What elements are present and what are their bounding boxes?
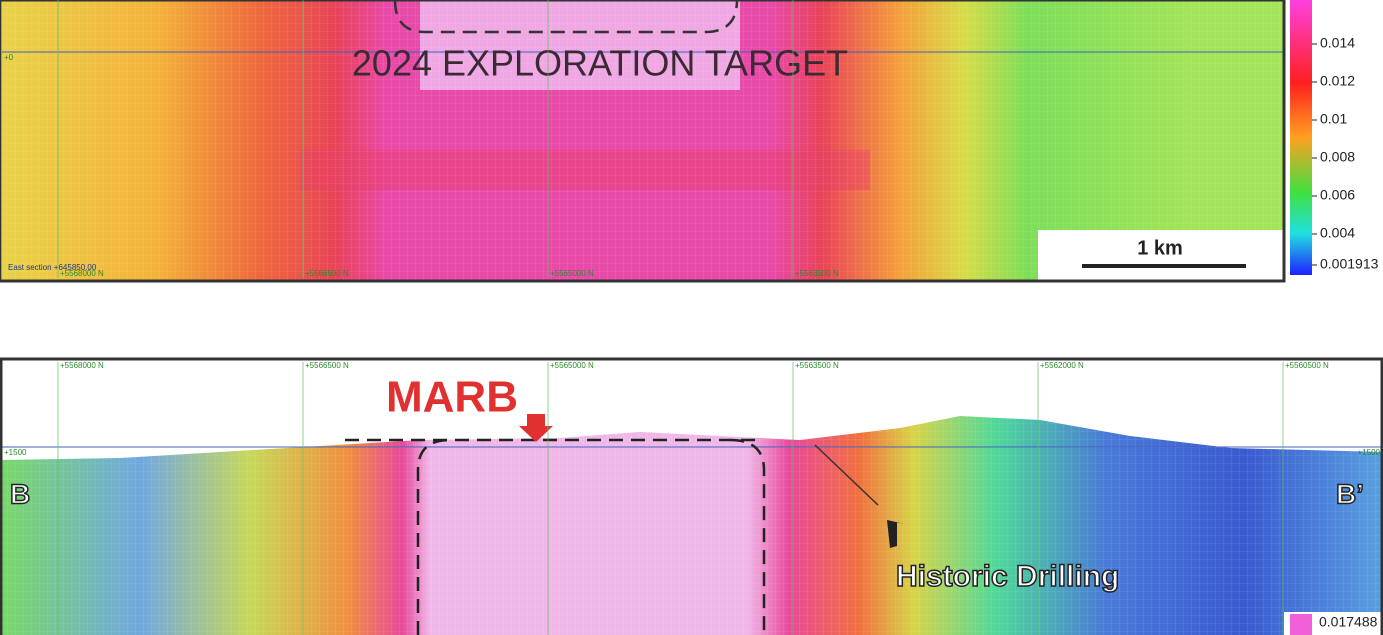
left-label: B <box>10 478 30 509</box>
scale-bar <box>1082 264 1246 268</box>
colorbar <box>1290 0 1312 275</box>
northing-label: +5563500 N <box>795 361 839 370</box>
northing-label: +5568000 N <box>60 361 104 370</box>
legend-label: 0.004 <box>1320 225 1355 241</box>
legend-label: 0.006 <box>1320 187 1355 203</box>
scale-label: 1 km <box>1137 237 1183 259</box>
elevation-label: +0 <box>4 53 14 62</box>
legend-label: 0.014 <box>1320 35 1355 51</box>
legend-label: 0.001913 <box>1320 256 1379 272</box>
marb-label: MARB <box>386 373 518 422</box>
right-label: B’ <box>1336 478 1364 509</box>
northing-label: +5560500 N <box>1285 361 1329 370</box>
top-frame <box>0 0 1286 283</box>
legend-label: 0.01 <box>1320 111 1347 127</box>
elevation-label: +1500 <box>1358 448 1381 457</box>
northing-label: +5563500 N <box>795 269 839 278</box>
target-outline <box>393 0 739 34</box>
drill-arrow <box>887 520 905 548</box>
scale-box <box>1038 230 1284 280</box>
northing-label: +5566500 N <box>305 361 349 370</box>
section-label: East section +645850.00 <box>8 263 97 272</box>
elevation-label: +1500 <box>4 448 27 457</box>
northing-label: +5562000 N <box>1040 361 1084 370</box>
bottom-frame <box>0 357 1383 635</box>
drilling-label: Historic Drilling <box>896 560 1119 593</box>
marb-arrow <box>519 414 553 442</box>
target-label: 2024 EXPLORATION TARGET <box>352 43 848 84</box>
northing-label: +5565000 N <box>550 361 594 370</box>
northing-label: +5568000 N <box>60 269 104 278</box>
northing-label: +5566500 N <box>305 269 349 278</box>
target-outline <box>345 438 766 635</box>
legend-label: 0.017488 <box>1319 614 1378 630</box>
legend-label: 0.012 <box>1320 73 1355 89</box>
northing-label: +5565000 N <box>550 269 594 278</box>
legend-label: 0.008 <box>1320 149 1355 165</box>
drill-trace <box>814 444 879 506</box>
legend-swatch <box>1290 614 1312 635</box>
